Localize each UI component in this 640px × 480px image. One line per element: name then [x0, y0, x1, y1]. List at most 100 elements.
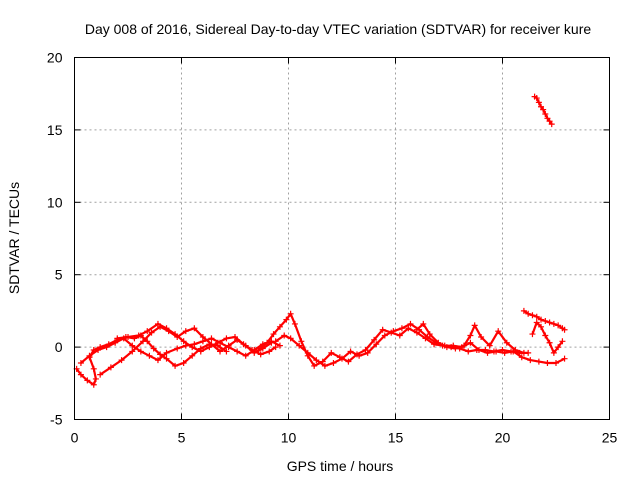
data-point — [520, 349, 527, 356]
series-track-a — [73, 332, 230, 388]
data-point — [232, 333, 238, 340]
data-point — [163, 325, 170, 332]
data-point — [501, 349, 508, 356]
data-point — [129, 348, 136, 355]
data-series — [73, 93, 568, 388]
data-point — [304, 349, 311, 356]
data-point — [398, 325, 405, 332]
y-tick-label: 5 — [55, 267, 63, 283]
data-point — [223, 348, 230, 355]
data-point — [296, 342, 303, 349]
data-point — [546, 339, 553, 346]
data-point — [396, 332, 403, 339]
series-line — [531, 321, 564, 354]
data-point — [443, 344, 450, 351]
data-point — [270, 331, 277, 338]
data-point — [276, 342, 283, 349]
data-point — [475, 346, 482, 353]
data-point — [478, 333, 485, 340]
data-point — [199, 333, 206, 340]
data-point — [92, 375, 99, 382]
data-point — [311, 362, 318, 369]
series-line — [75, 334, 228, 386]
data-point — [208, 335, 215, 342]
series-track-c — [97, 323, 275, 378]
data-point — [518, 354, 525, 361]
data-point — [561, 355, 568, 362]
data-point — [460, 342, 467, 349]
data-point — [107, 364, 114, 371]
series-track-e — [255, 310, 532, 369]
data-point — [379, 326, 386, 333]
data-point — [493, 348, 500, 355]
data-point — [90, 381, 97, 388]
data-point — [103, 344, 110, 351]
series-line — [80, 337, 281, 364]
data-point — [97, 371, 104, 378]
data-point — [373, 341, 380, 348]
data-point — [559, 338, 566, 345]
data-point — [356, 352, 363, 359]
data-point — [542, 110, 549, 117]
data-point — [214, 339, 221, 346]
data-point — [328, 349, 335, 356]
data-point — [225, 342, 232, 349]
plot-frame — [74, 57, 610, 420]
data-point — [533, 95, 540, 102]
y-tick-label: 15 — [47, 122, 63, 138]
data-point — [529, 312, 536, 319]
data-point — [529, 331, 536, 338]
data-point — [180, 338, 187, 345]
data-point — [426, 331, 433, 338]
data-point — [189, 352, 196, 359]
data-point — [465, 348, 472, 355]
data-point — [281, 332, 288, 339]
grid-lines — [74, 57, 610, 420]
data-point — [77, 371, 84, 378]
data-point — [561, 326, 568, 333]
data-point — [276, 323, 283, 330]
data-point — [154, 320, 161, 327]
series-line — [257, 312, 529, 367]
data-point — [550, 320, 557, 327]
y-tick-label: 0 — [55, 339, 63, 355]
data-point — [139, 338, 146, 345]
data-point — [125, 333, 131, 340]
y-tick-label: 20 — [47, 50, 63, 66]
data-point — [548, 121, 555, 128]
data-point — [313, 357, 320, 364]
data-point — [174, 345, 181, 352]
data-point — [553, 360, 559, 367]
data-point — [217, 348, 224, 355]
data-point — [86, 352, 93, 359]
data-point — [538, 323, 545, 330]
data-point — [257, 351, 264, 358]
data-point — [467, 332, 474, 339]
data-point — [84, 377, 91, 384]
data-point — [527, 357, 534, 364]
data-point — [180, 360, 187, 367]
data-point — [486, 342, 493, 349]
data-point — [197, 348, 204, 355]
data-point — [371, 336, 378, 343]
data-point — [223, 335, 230, 342]
data-point — [503, 339, 510, 346]
data-point — [535, 99, 542, 106]
data-point — [163, 355, 170, 362]
data-point — [172, 331, 179, 338]
data-point — [405, 325, 412, 332]
data-point — [484, 349, 491, 356]
data-point — [255, 346, 262, 353]
data-point — [266, 348, 273, 355]
data-point — [283, 316, 290, 323]
series-track-j — [531, 93, 555, 128]
data-point — [157, 351, 164, 358]
data-point — [381, 332, 388, 339]
data-point — [182, 328, 189, 335]
data-point — [544, 360, 551, 367]
data-point — [452, 345, 459, 352]
data-point — [240, 341, 247, 348]
data-point — [234, 348, 241, 355]
data-point — [540, 106, 547, 113]
chart-title: Day 008 of 2016, Sidereal Day-to-day VTE… — [85, 21, 591, 37]
